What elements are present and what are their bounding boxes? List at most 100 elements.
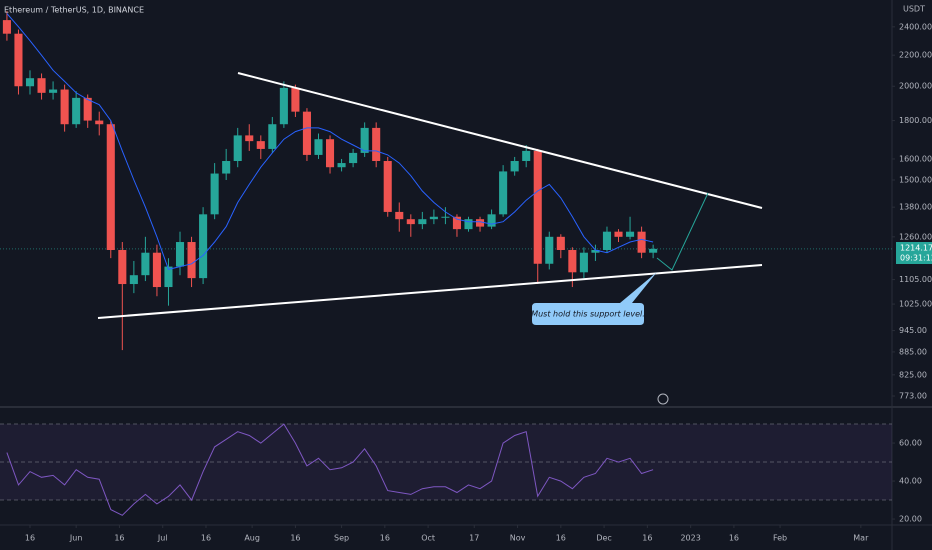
annotation-bubble xyxy=(532,272,657,325)
price-unit: USDT xyxy=(903,5,925,14)
last-price-label: 1214.17 xyxy=(900,244,932,253)
y-tick-label: 945.00 xyxy=(899,326,927,335)
y-tick-label: 1380.00 xyxy=(899,203,932,212)
candle-body xyxy=(25,78,35,87)
candle-body xyxy=(210,173,219,215)
candle-body xyxy=(476,219,485,227)
y-tick-label: 1025.00 xyxy=(899,300,932,309)
candle-body xyxy=(233,135,242,162)
candle-body xyxy=(337,163,346,168)
x-tick-label: Oct xyxy=(421,534,435,543)
candle-body xyxy=(649,248,658,253)
rsi-tick-label: 40.00 xyxy=(899,477,922,486)
candle-body xyxy=(372,127,381,162)
candle-body xyxy=(510,161,519,172)
candle-body xyxy=(418,219,427,225)
x-tick-label: 16 xyxy=(201,534,211,543)
candle-body xyxy=(349,152,358,164)
candle-body xyxy=(302,111,311,155)
candle-body xyxy=(222,161,231,174)
candle-body xyxy=(522,150,531,162)
x-tick-label: Feb xyxy=(773,534,787,543)
last-price-badge xyxy=(896,242,932,264)
rsi-line xyxy=(6,423,654,516)
candle-body xyxy=(545,236,554,264)
x-tick-label: Aug xyxy=(244,534,260,543)
candle-body xyxy=(383,161,392,212)
settings-icon[interactable] xyxy=(657,393,669,405)
candle-body xyxy=(37,78,46,93)
annotation-text: Must hold this support level. xyxy=(531,310,645,319)
candle-body xyxy=(72,97,81,125)
candle-body xyxy=(602,231,612,251)
y-tick-label: 773.00 xyxy=(899,392,927,401)
candle-body xyxy=(406,219,415,225)
candle-body xyxy=(579,252,588,273)
y-tick-label: 885.00 xyxy=(899,347,927,356)
candle-body xyxy=(591,250,600,253)
candle-body xyxy=(452,216,462,230)
candle-body xyxy=(60,89,69,125)
candle-body xyxy=(199,214,208,279)
y-tick-label: 2400.00 xyxy=(899,22,932,31)
resistance-trendline xyxy=(237,72,763,209)
x-tick-label: Jun xyxy=(69,534,83,543)
candle-body xyxy=(95,120,104,125)
candle-body xyxy=(141,252,150,276)
y-tick-label: 1105.00 xyxy=(899,275,932,284)
y-tick-label: 1500.00 xyxy=(899,175,932,184)
candle-body xyxy=(568,250,577,273)
candle-body xyxy=(83,97,92,121)
y-tick-label: 1800.00 xyxy=(899,116,932,125)
x-tick-label: 17 xyxy=(469,534,479,543)
candle-body xyxy=(314,139,323,155)
candle-body xyxy=(360,127,369,153)
candle-body xyxy=(129,275,138,285)
x-tick-label: 16 xyxy=(556,534,566,543)
candle-body xyxy=(487,214,496,227)
candle-body xyxy=(268,124,277,149)
y-tick-label: 825.00 xyxy=(899,370,927,379)
x-tick-label: 16 xyxy=(380,534,390,543)
candle-body xyxy=(256,141,265,149)
x-tick-label: 16 xyxy=(25,534,35,543)
x-tick-label: 2023 xyxy=(680,534,700,543)
x-tick-label: Jul xyxy=(157,534,168,543)
chart-title: Ethereum / TetherUS, 1D, BINANCE xyxy=(4,6,144,15)
moving-average xyxy=(6,13,654,270)
y-tick-label: 2200.00 xyxy=(899,51,932,60)
candle-body xyxy=(614,231,623,237)
candle-body xyxy=(164,266,173,288)
rsi-tick-label: 60.00 xyxy=(899,439,922,448)
x-tick-label: 16 xyxy=(729,534,739,543)
candle-body xyxy=(499,171,508,215)
candle-body xyxy=(556,236,565,251)
candle-body xyxy=(14,33,23,87)
candle-body xyxy=(106,124,115,251)
plot: 773.00 825.00 885.00 945.00 1025.00 1105.00 12… xyxy=(0,10,932,543)
candle-body xyxy=(441,216,450,218)
candle-body xyxy=(49,89,58,93)
y-tick-label: 1260.00 xyxy=(899,232,932,241)
x-tick-label: 16 xyxy=(290,534,300,543)
x-tick-label: Sep xyxy=(334,534,349,543)
candle-body xyxy=(279,87,288,125)
x-tick-label: 16 xyxy=(642,534,652,543)
candle-body xyxy=(325,139,335,168)
candle-body xyxy=(152,252,161,288)
y-tick-label: 2000.00 xyxy=(899,82,932,91)
x-tick-label: Nov xyxy=(510,534,526,543)
y-tick-label: 1600.00 xyxy=(899,154,932,163)
candle-body xyxy=(429,216,438,220)
candle-body xyxy=(464,219,473,230)
countdown: 09:31:12 xyxy=(900,254,932,263)
candle-body xyxy=(626,231,635,237)
candle-body xyxy=(245,135,254,142)
candle-body xyxy=(187,242,196,279)
candle-body xyxy=(395,211,404,220)
candle-body xyxy=(291,87,300,112)
rsi-tick-label: 20.00 xyxy=(899,515,922,524)
candle-body xyxy=(2,20,11,34)
